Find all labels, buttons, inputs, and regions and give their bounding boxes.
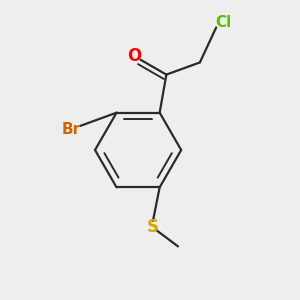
Text: O: O bbox=[127, 47, 141, 65]
Text: S: S bbox=[147, 218, 159, 236]
Text: Br: Br bbox=[62, 122, 81, 137]
Text: Cl: Cl bbox=[215, 15, 232, 30]
